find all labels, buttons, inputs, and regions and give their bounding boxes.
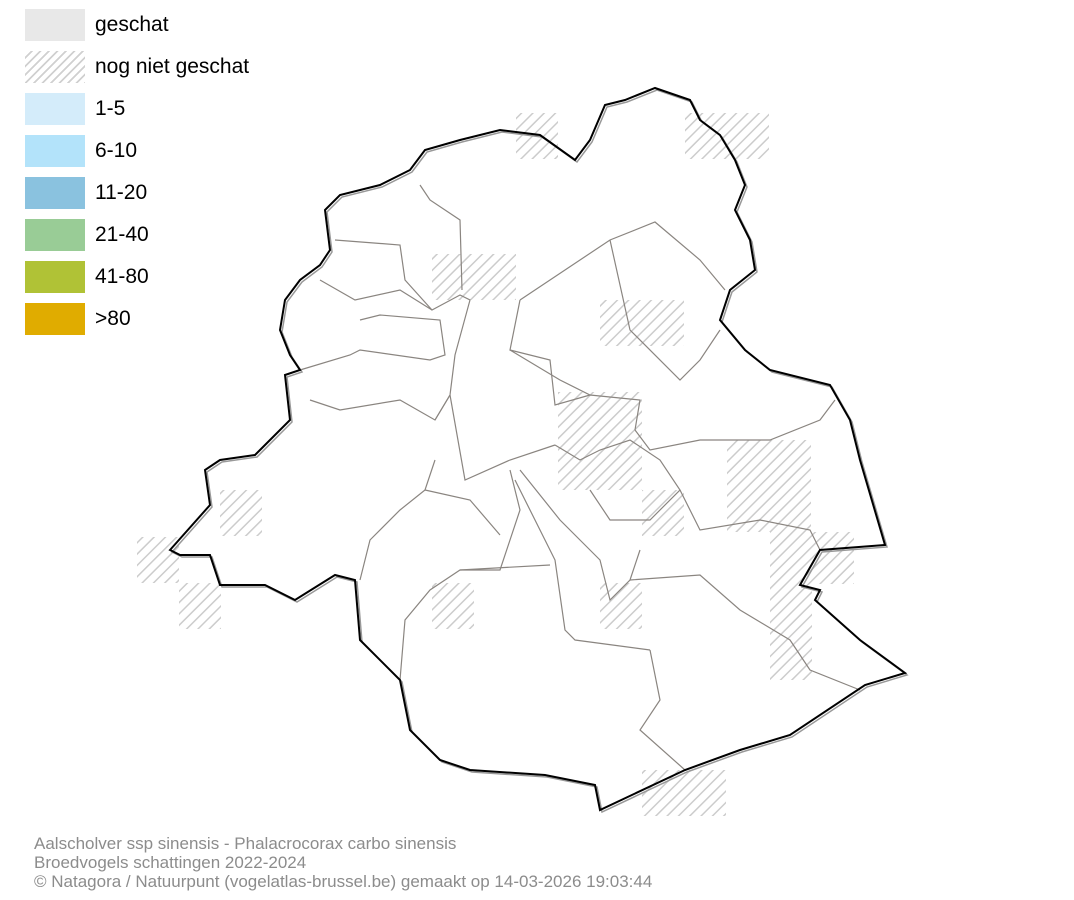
municipality-border [299, 314, 446, 371]
legend-item-41-80: 41-80 [25, 256, 249, 298]
municipality-borders [299, 184, 861, 771]
credit-line: © Natagora / Natuurpunt (vogelatlas-brus… [34, 872, 653, 891]
not-estimated-cell [600, 300, 684, 346]
not-estimated-cell [600, 583, 642, 629]
municipality-border [399, 469, 521, 681]
legend-item-over-80: >80 [25, 298, 249, 340]
municipality-border [419, 184, 463, 291]
municipality-border [509, 349, 836, 451]
not-estimated-cell [432, 583, 474, 629]
municipality-border [639, 649, 686, 771]
legend-swatch [25, 9, 85, 41]
municipality-border [629, 574, 861, 691]
not-estimated-cell [727, 440, 811, 532]
legend-swatch [25, 177, 85, 209]
municipality-border [519, 221, 726, 301]
legend-item-11-20: 11-20 [25, 172, 249, 214]
municipality-border [319, 279, 433, 311]
dataset-name: Broedvogels schattingen 2022-2024 [34, 853, 307, 872]
municipality-border [334, 239, 471, 421]
map-caption: Aalscholver ssp sinensis - Phalacrocorax… [34, 834, 652, 891]
municipality-border [514, 479, 651, 651]
municipality-border [309, 394, 451, 421]
legend-item-nog-niet-geschat: nog niet geschat [25, 46, 249, 88]
municipality-border [519, 469, 641, 602]
legend-item-21-40: 21-40 [25, 214, 249, 256]
not-estimated-cell [642, 770, 726, 816]
legend-item-6-10: 6-10 [25, 130, 249, 172]
not-estimated-cell [770, 532, 854, 584]
species-name: Aalscholver ssp sinensis - Phalacrocorax… [34, 834, 457, 853]
municipality-border [554, 439, 681, 521]
legend-swatch [25, 303, 85, 335]
legend-item-geschat: geschat [25, 4, 249, 46]
not-estimated-cell [558, 438, 586, 490]
municipality-border [424, 489, 501, 536]
municipality-border [449, 394, 556, 481]
legend-swatch [25, 93, 85, 125]
legend-swatch [25, 219, 85, 251]
municipality-border [509, 299, 591, 406]
municipality-border [359, 459, 436, 581]
municipality-border [679, 489, 821, 551]
not-estimated-cell [685, 113, 769, 159]
not-estimated-cell [179, 583, 221, 629]
not-estimated-cells [137, 113, 854, 816]
not-estimated-cell [642, 490, 684, 536]
legend-swatch [25, 51, 85, 83]
municipality-border [459, 564, 551, 571]
legend-swatch [25, 261, 85, 293]
legend-swatch [25, 135, 85, 167]
legend: geschat nog niet geschat 1-5 6-10 11-20 … [25, 4, 249, 340]
municipality-border [609, 239, 721, 381]
legend-item-1-5: 1-5 [25, 88, 249, 130]
brussels-region-outline [168, 86, 908, 812]
not-estimated-cell [586, 438, 642, 490]
not-estimated-cell [432, 254, 516, 300]
not-estimated-cell [137, 537, 179, 583]
not-estimated-cell [220, 490, 262, 536]
brussels-region-outline-shadow [170, 89, 909, 814]
